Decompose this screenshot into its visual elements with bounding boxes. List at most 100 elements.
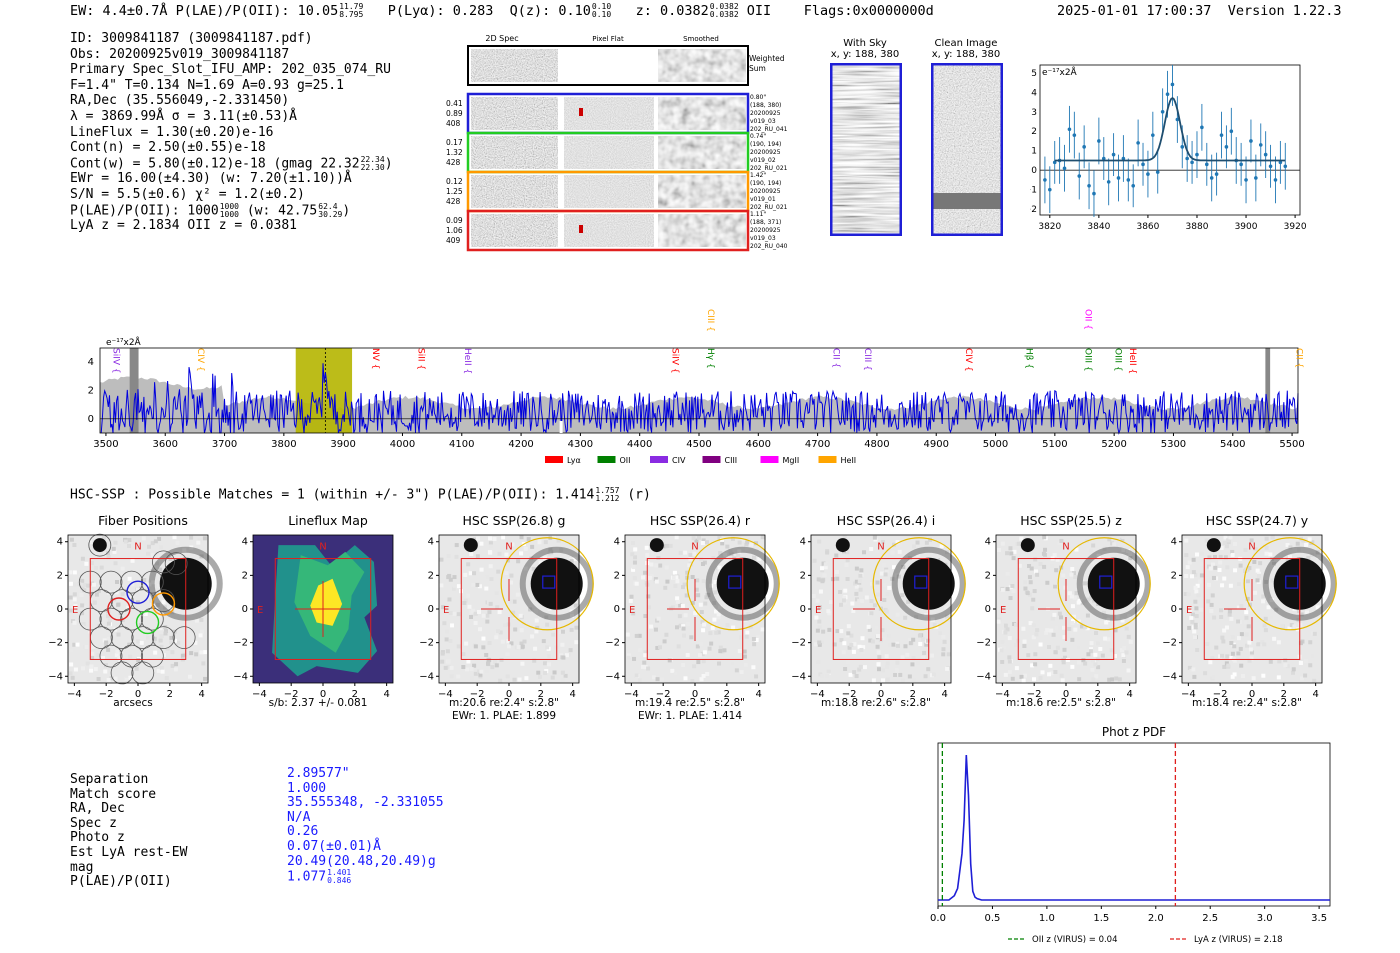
spectral-line-label: SiIV { xyxy=(669,348,679,374)
hsc-noise-pixel xyxy=(841,598,846,603)
zoom-ytick: 3 xyxy=(1031,108,1037,118)
hsc-noise-pixel xyxy=(880,678,885,683)
hsc-noise-pixel xyxy=(561,655,566,660)
hsc-noise-pixel xyxy=(637,678,642,683)
hsc-noise-pixel xyxy=(890,550,895,555)
hsc-noise-pixel xyxy=(816,660,821,665)
spectral-line-label: CIII { xyxy=(705,309,715,332)
hsc-noise-pixel xyxy=(722,648,727,653)
hsc-noise-pixel xyxy=(1191,667,1196,672)
hsc-noise-pixel xyxy=(875,580,880,585)
hsc-noise-pixel xyxy=(158,626,163,631)
hsc-noise-pixel xyxy=(907,674,912,679)
hsc-noise-pixel xyxy=(96,652,101,657)
hsc-noise-pixel xyxy=(1249,656,1254,661)
hsc-noise-pixel xyxy=(547,607,552,612)
hsc-noise-pixel xyxy=(673,671,678,676)
hsc-noise-pixel xyxy=(104,663,109,668)
spectrum-xtick: 4700 xyxy=(805,439,830,450)
hsc-noise-pixel xyxy=(816,577,821,582)
hsc-panel-caption: m:18.4 re:2.4" s:2.8" xyxy=(1192,697,1302,709)
hsc-noise-pixel xyxy=(1053,670,1058,675)
hsc-xtick: 0 xyxy=(692,689,698,700)
photz-xtick: 0.0 xyxy=(930,913,946,924)
hsc-noise-pixel xyxy=(99,565,104,570)
hsc-noise-pixel xyxy=(1110,541,1115,546)
hsc-panel-caption: EWr: 1. PLAE: 1.414 xyxy=(637,710,743,722)
hsc-noise-pixel xyxy=(446,659,451,664)
hsc-noise-pixel xyxy=(473,644,478,649)
hsc-noise-pixel xyxy=(150,541,155,546)
hsc-noise-pixel xyxy=(1222,576,1227,581)
hsc-xtick: 0 xyxy=(1249,689,1255,700)
hsc-noise-pixel xyxy=(1220,583,1225,588)
hsc-noise-pixel xyxy=(126,544,131,549)
hsc-noise-pixel xyxy=(1255,578,1260,583)
hsc-noise-pixel xyxy=(572,556,577,561)
hsc-noise-pixel xyxy=(637,633,642,638)
hsc-noise-pixel xyxy=(533,646,538,651)
match-label: Est LyA rest-EW xyxy=(70,844,188,860)
hsc-noise-pixel xyxy=(896,574,901,579)
hsc-noise-pixel xyxy=(746,612,751,617)
hsc-noise-pixel xyxy=(1033,652,1038,657)
zoom-unit-label: e⁻¹⁷x2Å xyxy=(1042,66,1078,78)
hsc-noise-pixel xyxy=(520,644,525,649)
hsc-noise-pixel xyxy=(500,639,505,644)
match-ellipse xyxy=(500,537,594,631)
spectrum-xtick: 3700 xyxy=(212,439,237,450)
hsc-noise-pixel xyxy=(512,677,517,682)
hsc-noise-pixel xyxy=(869,611,874,616)
hsc-noise-pixel xyxy=(522,639,527,644)
hsc-noise-pixel xyxy=(90,651,95,656)
hsc-xtick: 4 xyxy=(755,689,761,700)
hsc-noise-pixel xyxy=(838,602,843,607)
hsc-noise-pixel xyxy=(1017,563,1022,568)
hsc-noise-pixel xyxy=(634,673,639,678)
hsc-noise-pixel xyxy=(838,589,843,594)
hsc-noise-pixel xyxy=(1003,630,1008,635)
hsc-noise-pixel xyxy=(714,630,719,635)
info-sn: S/N = 5.5(±0.6) χ² = 1.2(±0.2) xyxy=(70,186,305,202)
hsc-noise-pixel xyxy=(1295,541,1300,546)
hsc-noise-pixel xyxy=(543,661,548,666)
spectrum-xtick: 4300 xyxy=(568,439,593,450)
hsc-noise-pixel xyxy=(84,645,89,650)
hsc-noise-pixel xyxy=(1021,678,1026,683)
zoom-data-point xyxy=(1136,141,1140,145)
hsc-noise-pixel xyxy=(194,618,199,623)
hsc-noise-pixel xyxy=(1310,654,1315,659)
hsc-noise-pixel xyxy=(468,571,473,576)
hsc-noise-pixel xyxy=(1244,632,1249,637)
hsc-panel-caption: m:18.8 re:2.6" s:2.8" xyxy=(821,697,931,709)
hsc-noise-pixel xyxy=(996,548,1001,553)
hsc-noise-pixel xyxy=(632,656,637,661)
hsc-noise-pixel xyxy=(159,665,164,670)
hsc-noise-pixel xyxy=(134,666,139,671)
east-label: E xyxy=(443,605,449,616)
hsc-noise-pixel xyxy=(203,676,208,681)
hsc-noise-pixel xyxy=(1107,656,1112,661)
hsc-noise-pixel xyxy=(543,540,548,545)
hsc-noise-pixel xyxy=(179,554,184,559)
hsc-noise-pixel xyxy=(1117,677,1122,682)
match-value: N/A xyxy=(287,809,311,825)
north-label: N xyxy=(319,542,326,553)
hsc-noise-pixel xyxy=(106,555,111,560)
hsc-noise-pixel xyxy=(107,618,112,623)
hsc-noise-pixel xyxy=(510,542,515,547)
hsc-noise-pixel xyxy=(478,672,483,677)
hsc-noise-pixel xyxy=(653,627,658,632)
hsc-noise-pixel xyxy=(1249,538,1254,543)
hsc-noise-pixel xyxy=(1031,623,1036,628)
hsc-noise-pixel xyxy=(1190,574,1195,579)
hsc-noise-pixel xyxy=(1096,665,1101,670)
hsc-noise-pixel xyxy=(169,640,174,645)
zoom-data-point xyxy=(1195,152,1199,157)
hsc-noise-pixel xyxy=(1296,609,1301,614)
hsc-noise-pixel xyxy=(535,625,540,630)
hsc-noise-pixel xyxy=(999,648,1004,653)
hsc-noise-pixel xyxy=(72,543,77,548)
hsc-noise-pixel xyxy=(819,566,824,571)
hsc-noise-pixel xyxy=(820,568,825,573)
